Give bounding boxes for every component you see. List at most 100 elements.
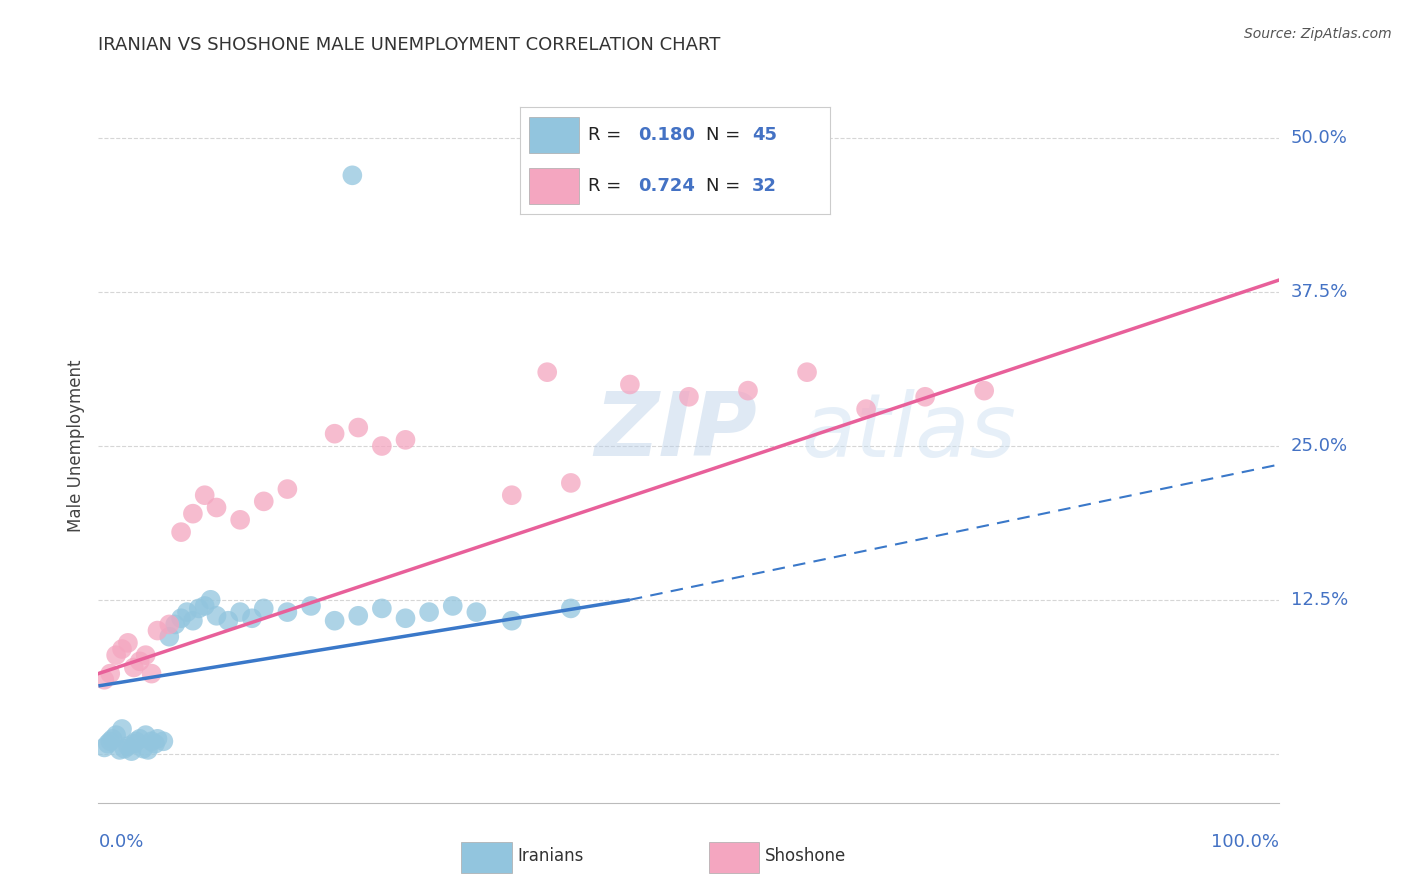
Point — [165, 617, 187, 632]
Text: N =: N = — [706, 178, 745, 195]
FancyBboxPatch shape — [530, 117, 579, 153]
Y-axis label: Male Unemployment: Male Unemployment — [66, 359, 84, 533]
Point — [112, 741, 135, 756]
Text: 50.0%: 50.0% — [1291, 129, 1347, 147]
Point — [441, 599, 464, 613]
Text: R =: R = — [588, 126, 627, 144]
Point — [501, 488, 523, 502]
Point — [347, 420, 370, 434]
Text: 0.180: 0.180 — [638, 126, 695, 144]
Point — [560, 475, 582, 490]
Point — [125, 734, 148, 748]
Text: 37.5%: 37.5% — [1291, 283, 1348, 301]
Point — [146, 731, 169, 746]
Point — [276, 605, 298, 619]
Point — [122, 737, 145, 751]
Point — [229, 513, 252, 527]
Point — [176, 605, 198, 619]
Point — [855, 402, 877, 417]
Point — [205, 500, 228, 515]
Text: 45: 45 — [752, 126, 778, 144]
Point — [342, 169, 364, 183]
Text: Iranians: Iranians — [517, 847, 583, 865]
Point — [141, 666, 163, 681]
Point — [105, 728, 128, 742]
Point — [111, 722, 134, 736]
Point — [394, 433, 416, 447]
Point — [121, 744, 143, 758]
Text: 25.0%: 25.0% — [1291, 437, 1348, 455]
Point — [276, 482, 298, 496]
Point — [465, 605, 488, 619]
Point — [796, 365, 818, 379]
Point — [371, 601, 394, 615]
Text: 32: 32 — [752, 178, 778, 195]
Point — [205, 608, 228, 623]
Text: Source: ZipAtlas.com: Source: ZipAtlas.com — [1244, 27, 1392, 41]
Point — [170, 611, 193, 625]
Point — [347, 608, 370, 623]
Text: Shoshone: Shoshone — [765, 847, 846, 865]
FancyBboxPatch shape — [709, 842, 759, 873]
Point — [253, 601, 276, 615]
Text: IRANIAN VS SHOSHONE MALE UNEMPLOYMENT CORRELATION CHART: IRANIAN VS SHOSHONE MALE UNEMPLOYMENT CO… — [98, 36, 721, 54]
Point — [914, 390, 936, 404]
Point — [135, 648, 157, 662]
Point — [132, 741, 155, 756]
Point — [97, 737, 120, 751]
Point — [108, 743, 131, 757]
Text: 12.5%: 12.5% — [1291, 591, 1348, 609]
FancyBboxPatch shape — [530, 168, 579, 204]
Point — [181, 507, 204, 521]
Point — [181, 614, 204, 628]
Point — [229, 605, 252, 619]
Text: 0.724: 0.724 — [638, 178, 695, 195]
Point — [98, 734, 121, 748]
Point — [323, 614, 346, 628]
Point — [418, 605, 440, 619]
Point — [240, 611, 263, 625]
Point — [973, 384, 995, 398]
Point — [135, 728, 157, 742]
Point — [101, 731, 124, 746]
Point — [299, 599, 322, 613]
FancyBboxPatch shape — [461, 842, 512, 873]
Point — [143, 737, 166, 751]
Point — [122, 660, 145, 674]
Point — [501, 614, 523, 628]
Point — [200, 592, 222, 607]
Point — [737, 384, 759, 398]
Point — [394, 611, 416, 625]
Point — [98, 666, 121, 681]
Point — [253, 494, 276, 508]
Point — [152, 734, 174, 748]
Point — [194, 599, 217, 613]
Point — [105, 648, 128, 662]
Point — [111, 642, 134, 657]
Text: 100.0%: 100.0% — [1212, 833, 1279, 851]
Point — [117, 636, 139, 650]
Point — [128, 654, 150, 668]
Point — [619, 377, 641, 392]
Point — [157, 630, 180, 644]
Point — [678, 390, 700, 404]
Point — [157, 617, 180, 632]
Text: atlas: atlas — [801, 389, 1017, 475]
Point — [93, 673, 115, 687]
Point — [136, 743, 159, 757]
Text: ZIP: ZIP — [595, 388, 758, 475]
Point — [194, 488, 217, 502]
Point — [187, 601, 209, 615]
Point — [536, 365, 558, 379]
Point — [146, 624, 169, 638]
Text: 0.0%: 0.0% — [98, 833, 143, 851]
Point — [371, 439, 394, 453]
Point — [128, 731, 150, 746]
Text: N =: N = — [706, 126, 745, 144]
Point — [170, 525, 193, 540]
Point — [117, 739, 139, 754]
Point — [93, 740, 115, 755]
Point — [560, 601, 582, 615]
Text: R =: R = — [588, 178, 627, 195]
Point — [217, 614, 239, 628]
